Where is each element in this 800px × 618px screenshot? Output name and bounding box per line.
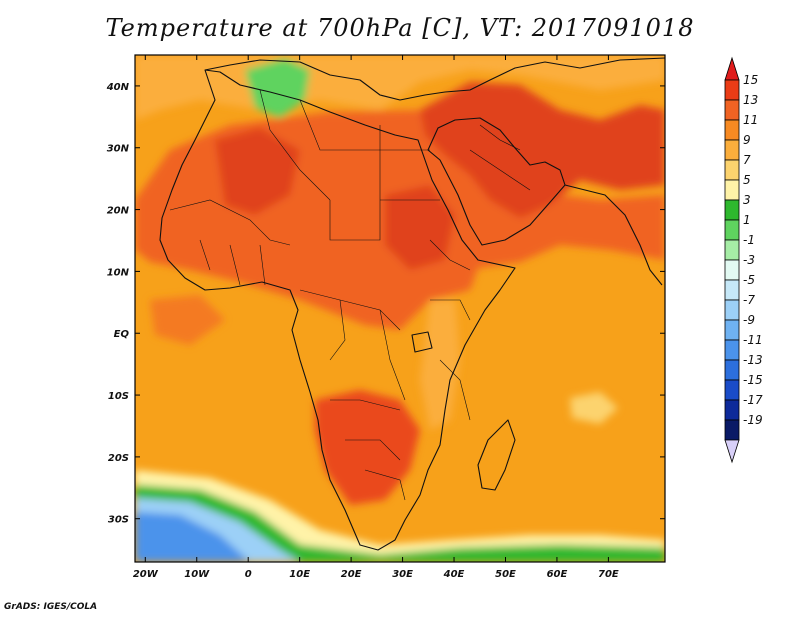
colorbar-label: -11 — [743, 333, 763, 347]
colorbar-swatch — [724, 199, 740, 221]
lon-tick-label: 30E — [392, 569, 413, 580]
colorbar-swatch — [724, 319, 740, 341]
colorbar-label: -9 — [743, 313, 755, 327]
lon-tick-label: 10E — [289, 569, 310, 580]
border-lines-arabia — [469, 124, 531, 191]
longitude-ticks: 20W 10W 0 10E 20E 30E 40E 50E 60E 70E — [133, 55, 619, 580]
colorbar-label: -7 — [743, 293, 755, 307]
colorbar-label: -1 — [743, 233, 755, 247]
colorbar-swatch — [724, 299, 740, 321]
lat-tick-label: 20S — [108, 453, 129, 464]
border-lines-west — [169, 199, 291, 286]
colorbar-swatch — [724, 119, 740, 141]
colorbar-swatch — [724, 179, 740, 201]
colorbar-label: 9 — [743, 133, 751, 147]
colorbar-label: -15 — [743, 373, 763, 387]
plot-frame — [134, 54, 666, 563]
colorbar-label: 1 — [743, 213, 751, 227]
lon-tick-label: 0 — [245, 569, 252, 580]
lat-tick-label: 30N — [107, 144, 130, 155]
temperature-field — [135, 55, 665, 562]
colorbar-label: 7 — [743, 153, 751, 167]
border-lines-east — [429, 239, 471, 421]
colorbar-swatch — [724, 419, 740, 441]
lat-tick-label: 10S — [108, 391, 129, 402]
lat-tick-label: 10N — [107, 267, 130, 278]
colorbar-label: -13 — [743, 353, 763, 367]
coastlines — [159, 57, 665, 551]
cool-patch-east-africa — [420, 300, 460, 430]
colorbar-label: 5 — [743, 173, 751, 187]
country-borders — [169, 89, 531, 501]
colorbar-label: 3 — [743, 193, 751, 207]
colorbar-top-arrow — [724, 56, 740, 81]
map-title: Temperature at 700hPa [C], VT: 201709101… — [105, 14, 695, 42]
lake-victoria — [411, 331, 433, 353]
lon-tick-label: 40E — [443, 569, 465, 580]
latitude-ticks: 40N 30N 20N 10N EQ 10S 20S 30S — [106, 82, 665, 526]
asia-coastline — [564, 184, 663, 286]
colorbar-swatch — [724, 99, 740, 121]
hot-core-sahara — [215, 128, 300, 215]
lat-tick-label: 40N — [106, 82, 130, 93]
border-lines-central — [299, 289, 406, 501]
colorbar-swatch — [724, 379, 740, 401]
warm-patch-gulf-guinea — [150, 295, 225, 345]
cool-patch-indian-ocean — [570, 392, 618, 424]
colorbar-label: 15 — [743, 73, 758, 87]
africa-coastline — [159, 69, 516, 551]
cold-pocket-iberia — [245, 58, 310, 118]
lon-tick-label: 50E — [495, 569, 516, 580]
madagascar-outline — [477, 419, 516, 491]
credit-text: GrADS: IGES/COLA — [4, 602, 98, 612]
colorbar-swatch — [724, 239, 740, 261]
colorbar: 15 13 11 9 7 5 3 1 -1 -3 -5 -7 -9 -11 -13 -15 -17 -19 — [724, 56, 763, 464]
colorbar-label: -5 — [743, 273, 755, 287]
lat-tick-label: EQ — [114, 329, 130, 340]
colorbar-swatch — [724, 339, 740, 361]
europe-coastline — [204, 57, 665, 101]
colorbar-swatch — [724, 279, 740, 301]
colorbar-swatch — [724, 259, 740, 281]
lon-tick-label: 20E — [341, 569, 362, 580]
hot-core-middle-east — [420, 82, 665, 218]
cold-pool-blue — [135, 512, 250, 562]
lat-tick-label: 30S — [108, 515, 129, 526]
colorbar-label: 11 — [743, 113, 758, 127]
colorbar-swatch — [724, 399, 740, 421]
colorbar-swatch — [724, 219, 740, 241]
lon-tick-label: 70E — [598, 569, 619, 580]
lon-tick-label: 60E — [547, 569, 568, 580]
colorbar-swatch — [724, 359, 740, 381]
lon-tick-label: 20W — [133, 569, 159, 580]
colorbar-swatch — [724, 159, 740, 181]
lat-tick-label: 20N — [107, 206, 130, 217]
colorbar-swatch — [724, 79, 740, 101]
colorbar-label: -19 — [743, 413, 763, 427]
colorbar-label: -3 — [743, 253, 755, 267]
border-lines-north — [259, 89, 440, 241]
warm-patch-southern-africa — [315, 390, 420, 505]
colorbar-swatch — [724, 139, 740, 161]
colorbar-bottom-arrow — [724, 439, 740, 464]
arabia-coastline — [427, 117, 566, 246]
lon-tick-label: 10W — [184, 569, 210, 580]
colorbar-label: 13 — [743, 93, 758, 107]
hot-core-sudan — [385, 185, 455, 270]
colorbar-label: -17 — [743, 393, 763, 407]
